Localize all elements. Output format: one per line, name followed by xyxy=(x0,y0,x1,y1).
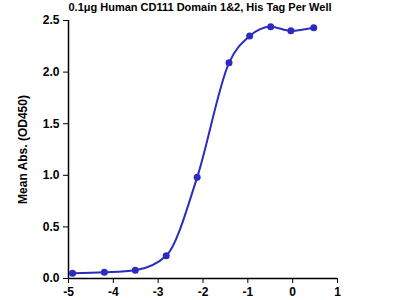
svg-text:-1: -1 xyxy=(242,285,253,299)
svg-text:Mean Abs. (OD450): Mean Abs. (OD450) xyxy=(16,95,30,204)
svg-text:1.0: 1.0 xyxy=(43,168,60,182)
svg-text:2.5: 2.5 xyxy=(43,14,60,27)
svg-text:1.5: 1.5 xyxy=(43,117,60,131)
svg-text:-3: -3 xyxy=(153,285,164,299)
svg-text:0.0: 0.0 xyxy=(43,271,60,285)
svg-text:-5: -5 xyxy=(63,285,74,299)
svg-text:-2: -2 xyxy=(198,285,209,299)
svg-text:0: 0 xyxy=(289,285,296,299)
svg-text:1: 1 xyxy=(334,285,341,299)
svg-text:0.5: 0.5 xyxy=(43,220,60,234)
svg-text:2.0: 2.0 xyxy=(43,65,60,79)
html-text:0.1μg Human CD111 Domain 1&2,: 0.1μg Human CD111 Domain 1&2, His Tag Pe… xyxy=(68,1,332,13)
svg-text:-4: -4 xyxy=(108,285,119,299)
